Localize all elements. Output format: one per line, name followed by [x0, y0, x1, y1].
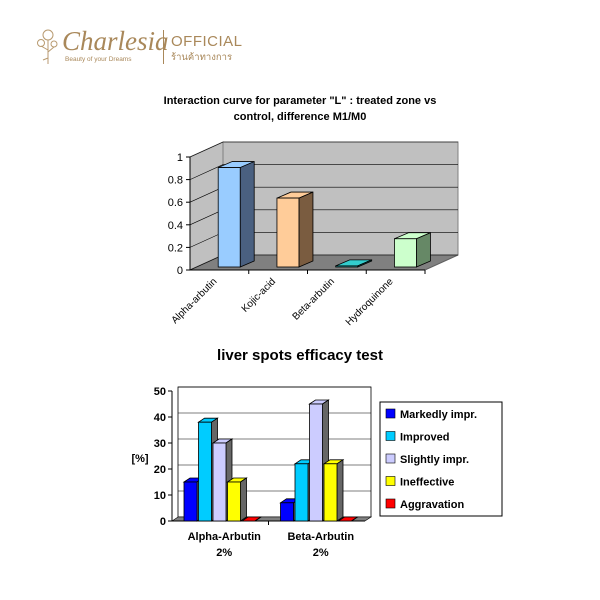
- y-tick-label: 0.2: [168, 242, 183, 254]
- logo-divider: [163, 30, 164, 64]
- y-tick-label: 40: [154, 412, 166, 424]
- y-tick-label: 0.4: [168, 220, 183, 232]
- bar-0-0: [183, 481, 198, 522]
- legend: [379, 401, 503, 517]
- bar-0-1: [198, 421, 212, 522]
- x-tick-label-sub: 2%: [313, 547, 329, 559]
- legend-swatch: [385, 453, 396, 464]
- brand-tagline: Beauty of your Dreams: [65, 56, 132, 63]
- y-tick-label: 30: [154, 438, 166, 450]
- y-tick-label: 0: [160, 516, 166, 528]
- bar-1-1: [294, 463, 309, 522]
- bar-0-3-side: [240, 477, 247, 522]
- gridline: [189, 141, 458, 158]
- bar-1-3: [323, 463, 338, 522]
- bar-1-3-side: [336, 459, 344, 522]
- bar-1-4-side: [351, 516, 358, 522]
- x-tick-label: Alpha-Arbutin: [188, 531, 262, 543]
- bar-2: [335, 265, 359, 268]
- brand-name: Charlesia: [62, 26, 169, 56]
- chart1-title-line1: Interaction curve for parameter "L" : tr…: [164, 95, 437, 107]
- chart2-ylabel: [%]: [131, 453, 148, 465]
- legend-swatch: [385, 498, 396, 509]
- legend-swatch: [385, 408, 396, 419]
- legend-label: Ineffective: [400, 477, 454, 489]
- legend-swatch: [385, 476, 396, 486]
- thai-store-label: ร้านค้าทางการ: [171, 52, 233, 63]
- flower-icon: [37, 29, 58, 64]
- y-tick-label: 50: [154, 386, 166, 398]
- y-tick-label: 0.8: [168, 175, 183, 187]
- y-tick-label: 20: [154, 464, 166, 476]
- gridline: [189, 164, 458, 180]
- legend-label: Improved: [400, 432, 450, 444]
- bar-0-4-side: [254, 516, 262, 522]
- bar-1-0: [280, 502, 294, 522]
- y-tick-label: 0.6: [168, 197, 183, 209]
- bar-0-2: [212, 442, 227, 522]
- legend-swatch: [385, 431, 396, 441]
- legend-label: Markedly impr.: [400, 409, 477, 421]
- bar-0: [217, 167, 241, 268]
- bar-3: [394, 238, 417, 268]
- charlesia-logo: [35, 26, 245, 68]
- y-tick-label: 1: [177, 152, 183, 164]
- y-tick-label: 10: [154, 490, 166, 502]
- chart1-title-line2: control, difference M1/M0: [234, 111, 367, 123]
- official-label: OFFICIAL: [171, 33, 243, 50]
- bar-1-2: [309, 403, 323, 522]
- y-tick-label: 0: [177, 265, 183, 277]
- chart2-title: liver spots efficacy test: [217, 347, 383, 364]
- bar-1: [276, 197, 300, 268]
- x-tick-label-sub: 2%: [216, 547, 232, 559]
- x-tick-label: Beta-Arbutin: [287, 531, 354, 543]
- legend-label: Slightly impr.: [400, 454, 469, 466]
- bar-0-3: [227, 481, 241, 522]
- legend-label: Aggravation: [400, 499, 464, 511]
